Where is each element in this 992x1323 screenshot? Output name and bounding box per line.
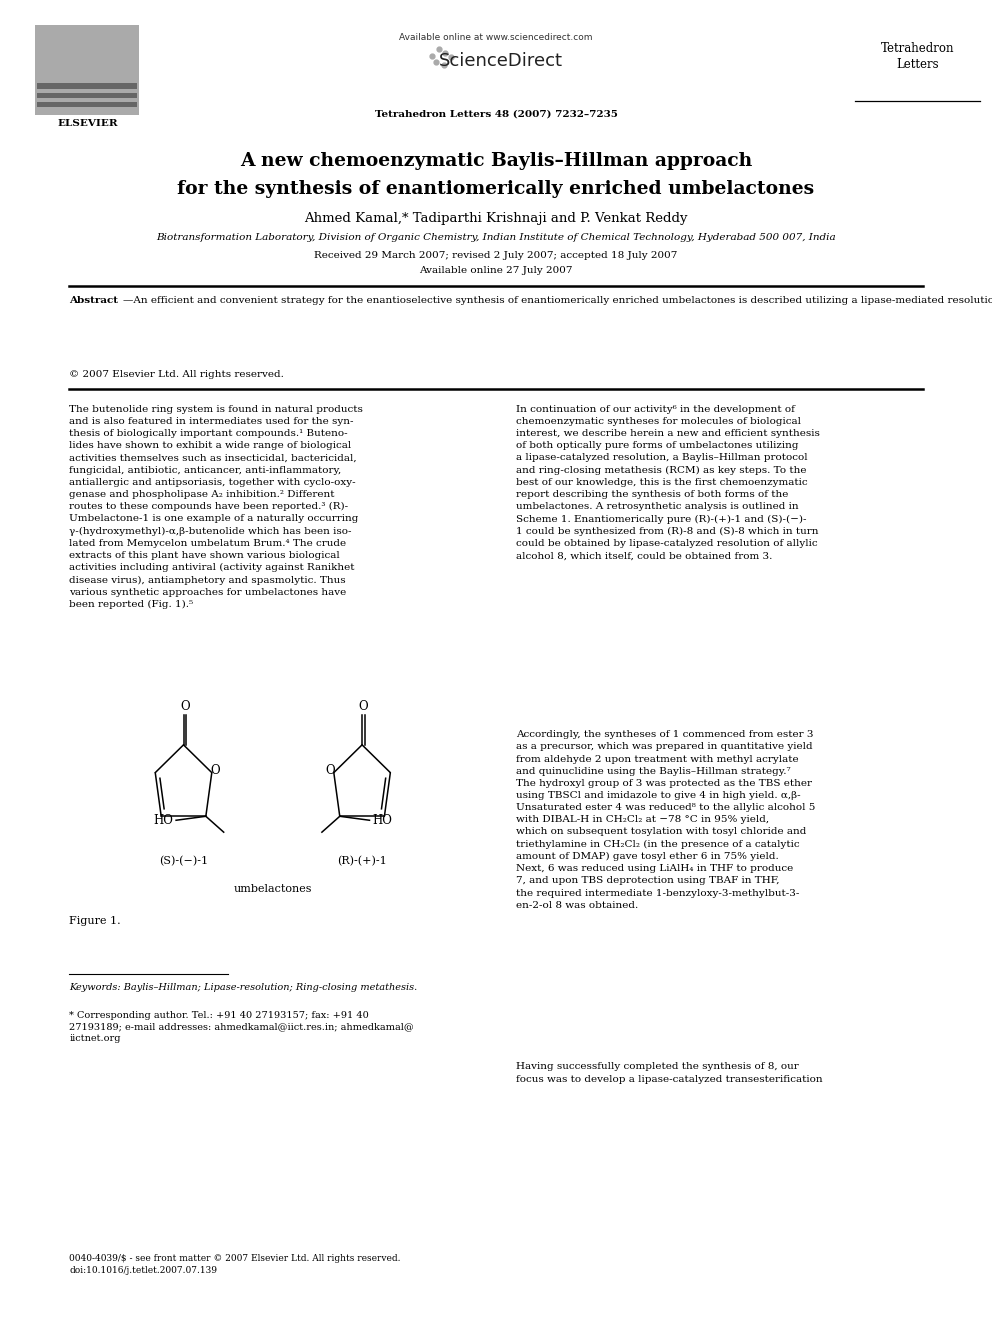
Text: Tetrahedron Letters 48 (2007) 7232–7235: Tetrahedron Letters 48 (2007) 7232–7235: [375, 110, 617, 119]
Text: —An efficient and convenient strategy for the enantioselective synthesis of enan: —An efficient and convenient strategy fo…: [123, 296, 992, 306]
Text: Abstract: Abstract: [69, 296, 118, 306]
Text: 0040-4039/$ - see front matter © 2007 Elsevier Ltd. All rights reserved.
doi:10.: 0040-4039/$ - see front matter © 2007 El…: [69, 1254, 401, 1275]
Text: (R)-(+)-1: (R)-(+)-1: [337, 856, 387, 867]
Bar: [37, 102, 137, 107]
Text: Available online 27 July 2007: Available online 27 July 2007: [420, 266, 572, 275]
Text: Biotransformation Laboratory, Division of Organic Chemistry, Indian Institute of: Biotransformation Laboratory, Division o…: [156, 233, 836, 242]
Text: O: O: [359, 700, 368, 713]
Text: Ahmed Kamal,* Tadiparthi Krishnaji and P. Venkat Reddy: Ahmed Kamal,* Tadiparthi Krishnaji and P…: [305, 212, 687, 225]
Text: Having successfully completed the synthesis of 8, our
focus was to develop a lip: Having successfully completed the synthe…: [516, 1062, 822, 1084]
Text: In continuation of our activity⁶ in the development of
chemoenzymatic syntheses : In continuation of our activity⁶ in the …: [516, 405, 819, 560]
Text: Available online at www.sciencedirect.com: Available online at www.sciencedirect.co…: [399, 33, 593, 42]
Bar: [37, 83, 137, 89]
Text: (S)-(−)-1: (S)-(−)-1: [159, 856, 208, 867]
Text: Tetrahedron
Letters: Tetrahedron Letters: [881, 42, 954, 71]
Text: O: O: [181, 700, 189, 713]
Text: for the synthesis of enantiomerically enriched umbelactones: for the synthesis of enantiomerically en…: [178, 180, 814, 198]
Text: O: O: [210, 765, 220, 777]
Text: Keywords: Baylis–Hillman; Lipase-resolution; Ring-closing metathesis.: Keywords: Baylis–Hillman; Lipase-resolut…: [69, 983, 418, 992]
Text: ScienceDirect: ScienceDirect: [438, 52, 563, 70]
Text: The butenolide ring system is found in natural products
and is also featured in : The butenolide ring system is found in n…: [69, 405, 363, 609]
Bar: [35, 25, 139, 115]
Text: HO: HO: [372, 814, 393, 827]
Text: A new chemoenzymatic Baylis–Hillman approach: A new chemoenzymatic Baylis–Hillman appr…: [240, 152, 752, 171]
Text: Received 29 March 2007; revised 2 July 2007; accepted 18 July 2007: Received 29 March 2007; revised 2 July 2…: [314, 251, 678, 261]
Text: O: O: [325, 765, 335, 777]
Text: HO: HO: [153, 814, 173, 827]
Text: Figure 1.: Figure 1.: [69, 916, 121, 926]
Text: Accordingly, the syntheses of 1 commenced from ester 3
as a precursor, which was: Accordingly, the syntheses of 1 commence…: [516, 730, 815, 910]
Text: ELSEVIER: ELSEVIER: [57, 119, 118, 128]
Bar: [37, 93, 137, 98]
Text: umbelactones: umbelactones: [233, 884, 312, 894]
Text: * Corresponding author. Tel.: +91 40 27193157; fax: +91 40
27193189; e-mail addr: * Corresponding author. Tel.: +91 40 271…: [69, 1011, 415, 1043]
Text: © 2007 Elsevier Ltd. All rights reserved.: © 2007 Elsevier Ltd. All rights reserved…: [69, 370, 285, 380]
